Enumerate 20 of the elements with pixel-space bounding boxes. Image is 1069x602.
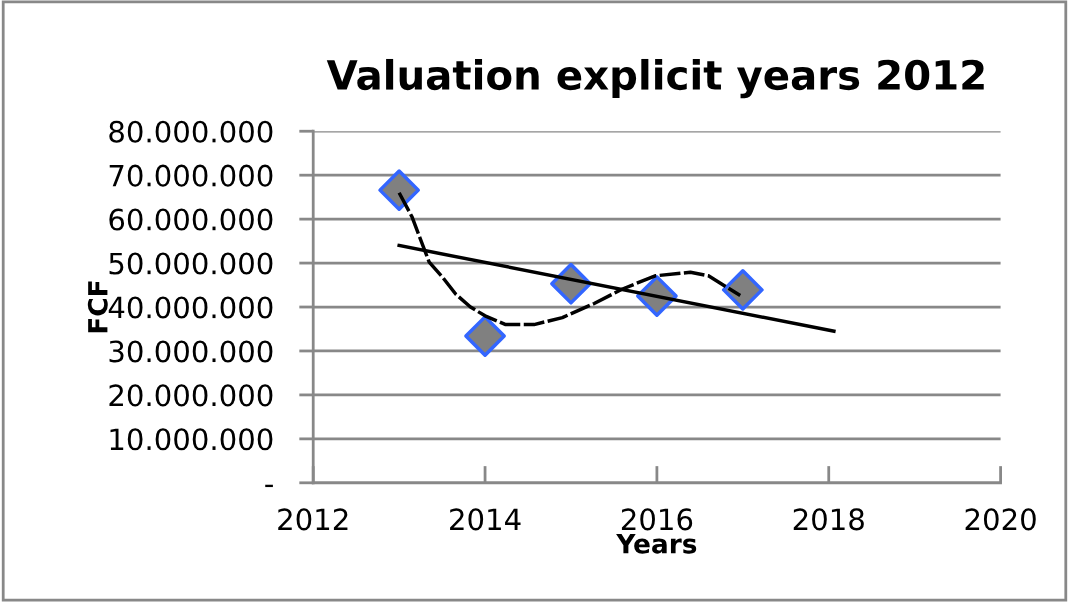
point [464, 315, 506, 357]
x-tick-label: 2020 [965, 508, 1036, 531]
y-axis-title: FCF [87, 281, 108, 333]
point [378, 169, 421, 212]
y-tick-label: 40.000.000 [108, 296, 273, 319]
y-tick-label: 60.000.000 [109, 208, 273, 231]
x-tick-label: 2016 [621, 508, 693, 531]
x-tick-label: 2012 [278, 508, 348, 531]
y-tick-label: 80.000.000 [109, 120, 273, 143]
y-tick-label: 30.000.000 [109, 340, 273, 363]
y-tick-label: 10.000.000 [110, 428, 273, 451]
point [721, 269, 764, 311]
y-tick-label: 70.000.000 [109, 164, 273, 187]
y-tick-label: 20.000.000 [109, 384, 273, 407]
chart-title: Valuation explicit years 2012 [326, 58, 984, 99]
y-tick-label: 50.000.000 [109, 252, 273, 275]
y-tick-label: - [265, 484, 273, 488]
x-tick-label: 2014 [450, 508, 521, 531]
x-axis-title: Years [616, 534, 697, 554]
x-tick-label: 2018 [793, 508, 864, 531]
